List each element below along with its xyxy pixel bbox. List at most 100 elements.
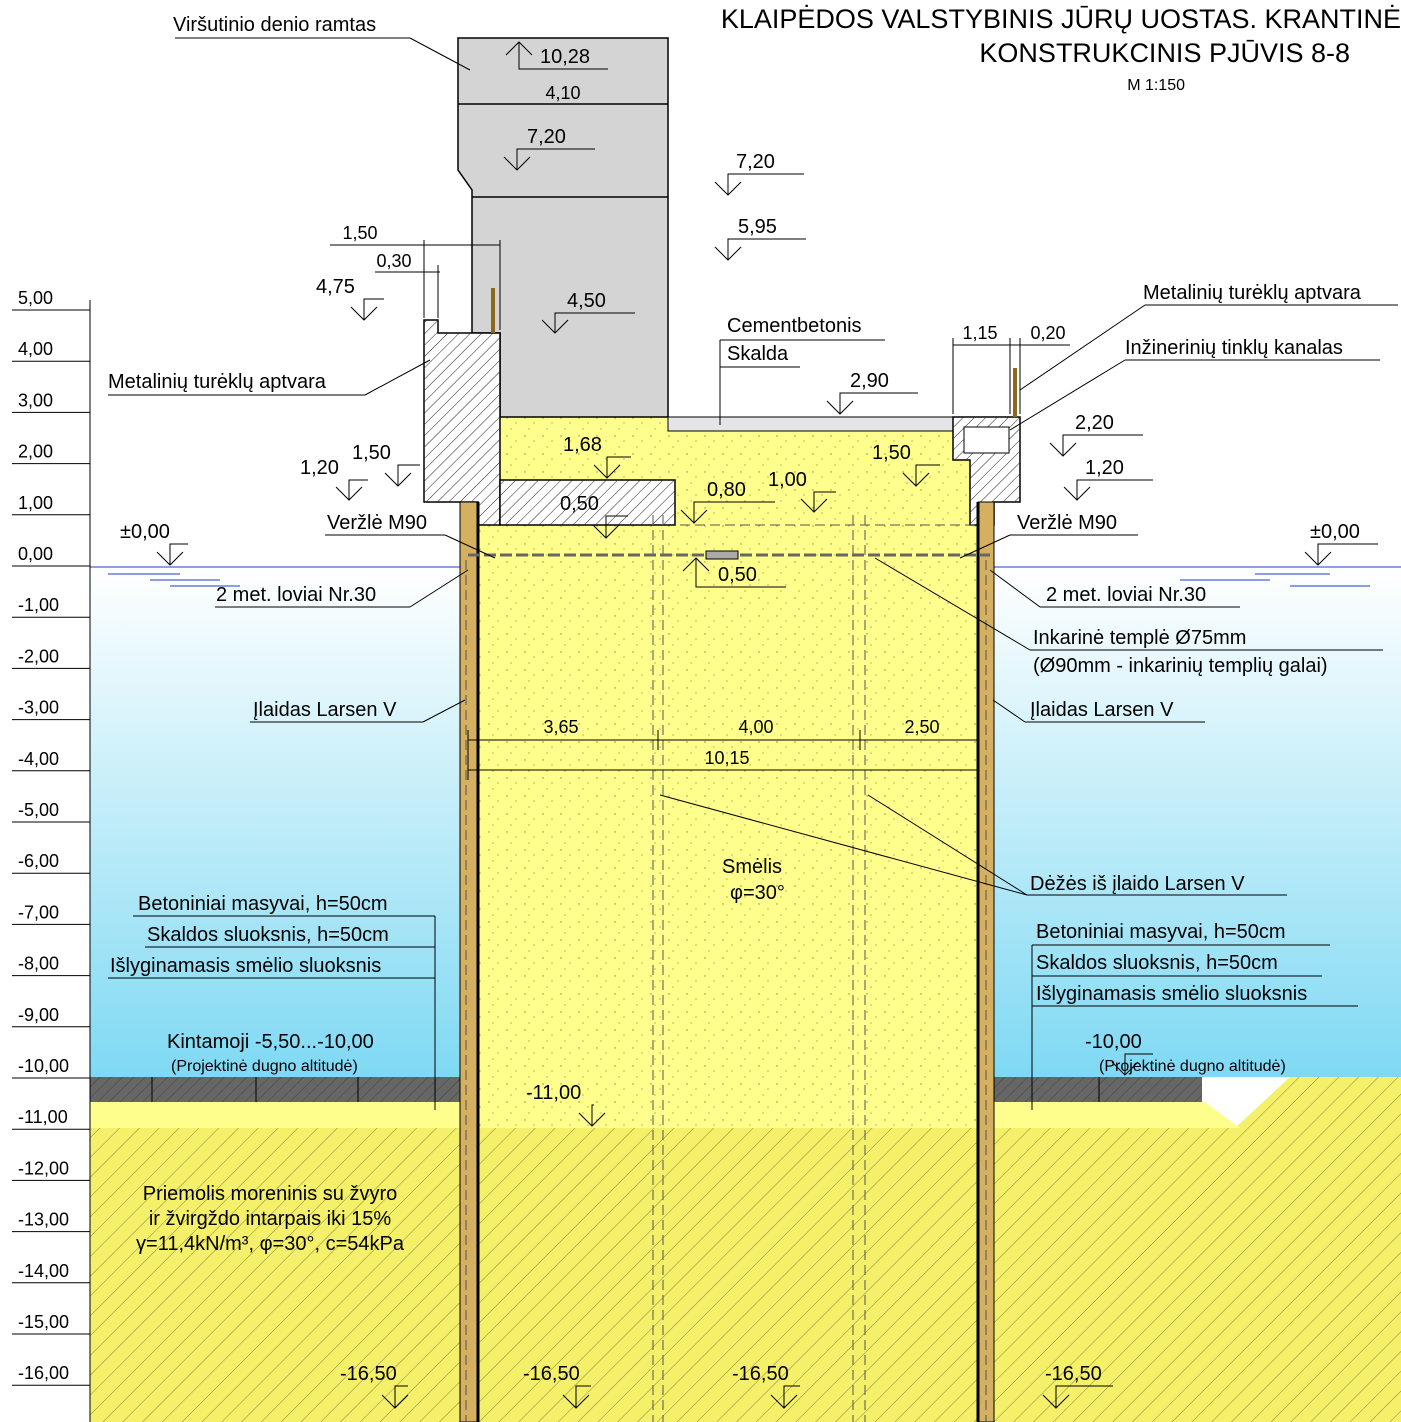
level-label: 5,95 [738,216,777,238]
level-label: -10,00 [1085,1031,1142,1053]
level-label: 7,20 [527,126,566,148]
level-markers: 10,28 7,20 7,20 5,95 4,75 4,50 2,90 2,20 1,68 1,5… [120,41,1378,1409]
label-priemolis-3: γ=11,4kN/m³, φ=30°, c=54kPa [136,1233,405,1255]
label-isl-left: Išlyginamasis smėlio sluoksnis [110,955,381,977]
level-triangle [1111,1061,1139,1076]
dim-410: 4,10 [545,83,580,103]
level-triangle [1049,442,1077,457]
level-label: 7,20 [736,151,775,173]
level-leader [606,456,631,478]
scale-label: -9,00 [18,1005,59,1025]
level-triangle [562,1394,590,1409]
level-label: ±0,00 [1310,521,1360,543]
level-label: 1,50 [872,442,911,464]
label-turekliu-left: Metalinių turėklų aptvara [108,371,327,393]
scale-label: -7,00 [18,902,59,922]
level-label: 0,50 [560,493,599,515]
label-smelis: Smėlis [722,856,782,878]
scale-label: -15,00 [18,1312,69,1332]
scale-label: 2,00 [18,442,53,462]
label-verzle-left: Veržlė M90 [327,512,427,534]
larsen-boxes [465,515,987,1422]
level-triangle [714,181,742,196]
elevation-scale: 5,00 4,00 3,00 2,00 1,00 0,00 -1,00 -2,00 -3,00 -… [12,288,91,1422]
dim-1015: 10,15 [704,748,749,768]
level-leader [516,148,595,170]
level-leader [727,173,804,195]
level-label: -16,50 [732,1363,789,1385]
label-verzle-right: Veržlė M90 [1017,512,1117,534]
label-cementbetonis: Cementbetonis [727,315,862,337]
level-label: 2,20 [1075,412,1114,434]
level-triangle [505,41,533,56]
level-triangle [541,319,569,334]
level-label: 0,80 [707,479,746,501]
level-leader [693,501,775,523]
level-leader [518,42,608,70]
scale-label: -13,00 [18,1210,69,1230]
level-triangle [578,1112,606,1127]
scale-label: -4,00 [18,749,59,769]
title-line1: KLAIPĖDOS VALSTYBINIS JŪRŲ UOSTAS. KRANT… [721,3,1401,34]
level-leader [605,515,628,538]
level-triangle [1042,1394,1070,1409]
scale-label: -16,00 [18,1363,69,1383]
label-ilaidas-right: Įlaidas Larsen V [1030,699,1174,721]
level-label: 1,00 [768,469,807,491]
leveling-sand-right [994,1102,1240,1128]
level-leader [813,491,836,512]
scale-label: 4,00 [18,339,53,359]
label-loviai-right: 2 met. loviai Nr.30 [1046,584,1206,606]
level-leader [839,392,918,414]
scale-label: -8,00 [18,954,59,974]
level-triangle [680,509,708,524]
level-label: -16,50 [1045,1363,1102,1385]
level-triangle [592,524,620,539]
scale-label: -5,00 [18,800,59,820]
label-skal-right: Skaldos sluoksnis, h=50cm [1036,952,1278,974]
label-templ-2: (Ø90mm - inkarinių templių galai) [1033,655,1328,677]
level-leader [1062,434,1143,456]
label-priemolis-2: ir žvirgždo intarpais iki 15% [149,1208,392,1230]
water-ripples [108,573,1370,587]
label-proj-left: (Projektinė dugno altitudė) [171,1058,358,1075]
level-label: 1,68 [563,434,602,456]
level-label: 10,28 [540,46,590,68]
label-kintamoji: Kintamoji -5,50...-10,00 [167,1031,374,1053]
level-label: 1,50 [352,442,391,464]
scale-label: -6,00 [18,851,59,871]
level-label: 2,90 [850,370,889,392]
deck-pavement [667,416,954,432]
title-line2: KONSTRUKCINIS PJŪVIS 8-8 [979,38,1350,68]
level-triangle [1304,551,1332,566]
level-label: -11,00 [526,1082,581,1104]
level-leader [591,1104,594,1126]
level-leader [348,479,368,500]
utility-channel [963,426,1010,454]
water-area-left [90,567,462,1077]
label-turekliu-right: Metalinių turėklų aptvara [1143,282,1362,304]
level-triangle [770,1394,798,1409]
level-label: 4,75 [316,276,355,298]
level-leader [394,1385,408,1408]
level-triangle [350,306,378,321]
level-leader [915,464,940,486]
level-label: 1,20 [1085,457,1124,479]
level-label: 1,20 [300,457,339,479]
label-skal-left: Skaldos sluoksnis, h=50cm [147,924,389,946]
level-leader [554,312,635,333]
level-triangle [381,1394,409,1409]
level-label: ±0,00 [120,521,170,543]
level-triangle [384,472,412,487]
level-triangle [503,156,531,171]
leveling-sand-left [90,1102,462,1128]
level-leader [695,558,786,588]
title-scale: M 1:150 [1127,77,1185,94]
dim-250: 2,50 [904,717,939,737]
label-skalda: Skalda [727,343,789,365]
level-label: 4,50 [567,290,606,312]
label-loviai-left: 2 met. loviai Nr.30 [216,584,376,606]
level-triangle [682,557,710,572]
label-ilaidas-left: Įlaidas Larsen V [253,699,397,721]
